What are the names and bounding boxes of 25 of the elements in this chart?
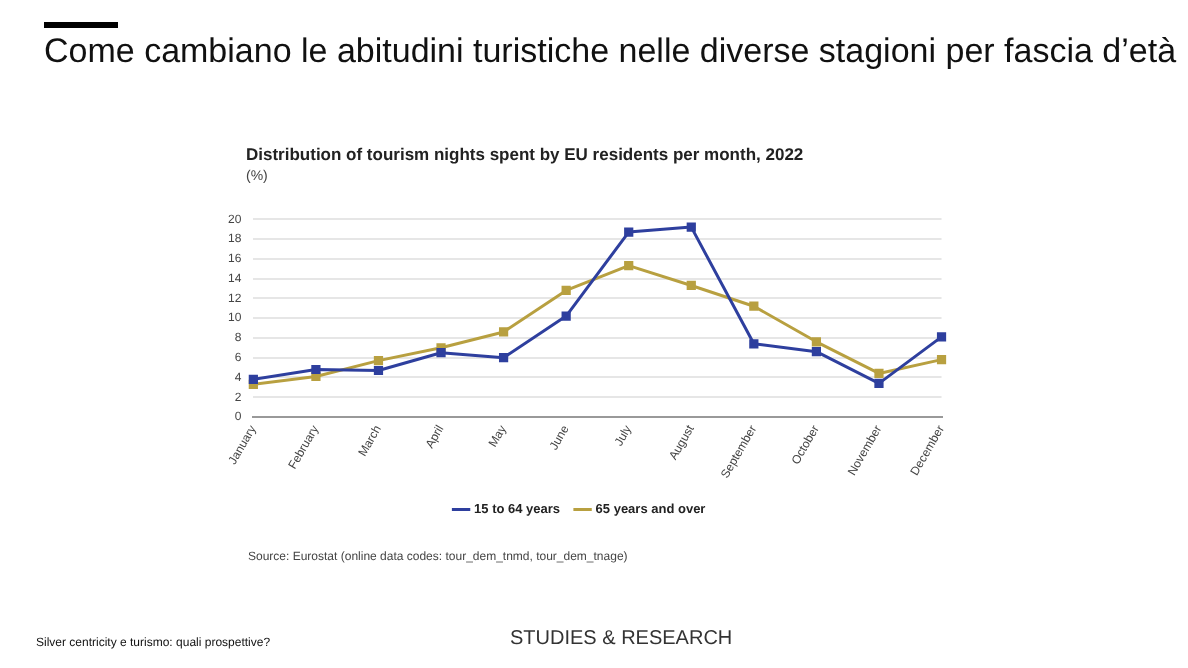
point	[624, 227, 634, 237]
text: STUDIES & RESEARCH	[510, 628, 733, 650]
point	[811, 347, 822, 357]
point	[248, 374, 258, 384]
point	[311, 364, 321, 375]
chart-subtitle: Distribution of tourism nights spent by EU residents per month, 2022	[246, 144, 804, 164]
point	[686, 222, 696, 232]
chart-title: Come cambiano le abitudini turistiche nelle diverse stagioni per fascia d’età	[44, 32, 1177, 72]
point	[624, 261, 634, 271]
point	[311, 371, 321, 382]
point	[874, 378, 884, 388]
point	[373, 365, 384, 376]
point	[936, 355, 947, 365]
point	[373, 355, 384, 366]
point	[498, 353, 509, 363]
point	[936, 332, 947, 342]
point	[498, 327, 509, 337]
point	[749, 339, 759, 349]
point	[749, 301, 759, 311]
point	[561, 285, 571, 296]
point	[561, 311, 571, 321]
point	[874, 368, 884, 379]
point	[811, 337, 822, 347]
point	[686, 280, 696, 291]
point	[436, 348, 446, 358]
